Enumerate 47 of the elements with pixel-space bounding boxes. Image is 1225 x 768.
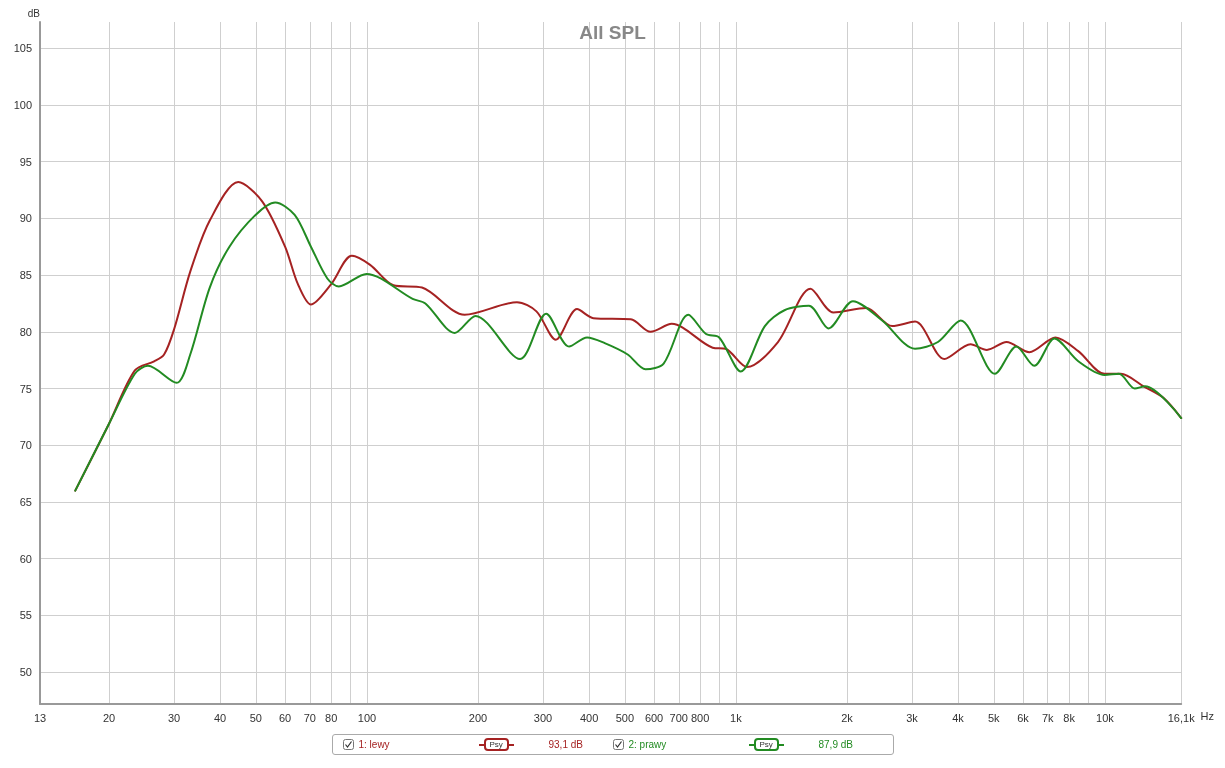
x-tick-label: 800 [690, 711, 710, 724]
y-tick-label: 70 [19, 439, 32, 452]
y-tick-label: 65 [19, 496, 32, 509]
y-tick-label: 60 [19, 552, 32, 565]
text: 93,1 dB [548, 739, 583, 750]
x-tick-label: 50 [249, 711, 262, 724]
y-tick-label: 105 [13, 42, 32, 55]
y-tick-label: 50 [19, 666, 32, 679]
x-tick-label: 4k [952, 711, 965, 724]
x-tick-label: 7k [1041, 711, 1055, 724]
x-tick-label: 3k [906, 711, 919, 724]
x-tick-label: 700 [669, 711, 688, 724]
text: Psy [483, 738, 509, 751]
x-tick-label: 100 [357, 711, 377, 724]
y-tick-label: 80 [19, 325, 32, 338]
x-tick-label: 600 [644, 711, 664, 724]
y-tick-label: 55 [19, 609, 32, 622]
y-axis-title: dB [27, 7, 41, 19]
text: 2: prawy [628, 739, 668, 750]
x-tick-label: 10k [1096, 711, 1115, 724]
x-tick-label: 30 [167, 711, 181, 724]
text: 87,9 dB [818, 739, 853, 750]
x-tick-label: 200 [468, 711, 488, 724]
x-tick-label: 20 [102, 711, 116, 724]
x-tick-label: 5k [988, 711, 1001, 724]
x-tick-label: 70 [303, 711, 316, 724]
y-tick-label: 100 [13, 98, 32, 111]
x-axis-title: Hz [1200, 709, 1215, 722]
y-tick-label: 90 [19, 212, 32, 225]
x-tick-label: 2k [841, 711, 854, 724]
x-tick-label: 60 [278, 711, 292, 724]
text: Psy [753, 738, 779, 751]
y-tick-label: 75 [19, 382, 32, 395]
x-tick-label: 1k [730, 711, 743, 724]
x-tick-label: 80 [325, 711, 338, 724]
x-tick-label: 500 [615, 711, 635, 724]
text: 1: lewy [358, 739, 391, 750]
chart-title: All SPL [579, 22, 647, 43]
x-tick-label: 16,1k [1167, 711, 1196, 724]
y-tick-label: 85 [19, 269, 32, 282]
x-tick-label: 13 [33, 711, 47, 724]
x-tick-label: 6k [1017, 711, 1030, 724]
y-tick-label: 95 [19, 155, 32, 168]
x-tick-label: 8k [1063, 711, 1076, 724]
x-tick-label: 300 [533, 711, 553, 724]
x-tick-label: 40 [213, 711, 227, 724]
x-tick-label: 400 [579, 711, 599, 724]
